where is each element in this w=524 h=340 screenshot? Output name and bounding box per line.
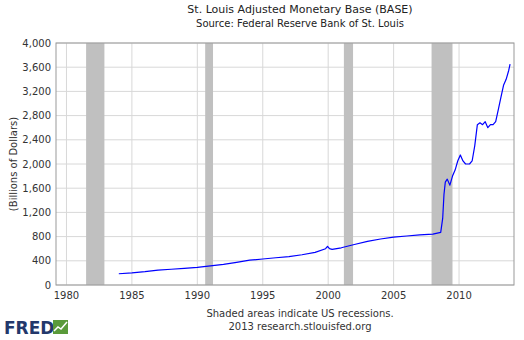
y-tick-label: 1,600: [22, 183, 51, 194]
y-tick-label: 2,800: [22, 110, 51, 121]
x-grid-line: [459, 43, 460, 285]
recession-shade: [344, 43, 353, 285]
logo: FRED: [4, 318, 54, 338]
x-tick-label: 2000: [315, 290, 340, 301]
recession-shade: [86, 43, 104, 285]
y-tick-label: 400: [32, 255, 51, 266]
footnote: 2013 research.stlouisfed.org: [228, 321, 371, 332]
recession-shade: [432, 43, 453, 285]
x-grid-line: [262, 43, 263, 285]
y-tick-label: 2,400: [22, 134, 51, 145]
x-tick-label: 2010: [446, 290, 471, 301]
logo-icon-box: [53, 320, 68, 334]
x-grid-line: [131, 43, 132, 285]
grid: [56, 43, 514, 285]
y-tick-label: 2,000: [22, 159, 51, 170]
plot-area: [56, 43, 514, 285]
x-tick-label: 1995: [250, 290, 275, 301]
x-grid-line: [328, 43, 329, 285]
x-grid-line: [66, 43, 67, 285]
subtitle: Source: Federal Reserve Bank of St. Loui…: [196, 18, 404, 29]
logo-icon: [53, 320, 68, 334]
series-line: [119, 64, 510, 274]
y-axis-label: (Billions of Dollars): [8, 117, 19, 211]
y-tick-label: 1,200: [22, 207, 51, 218]
recession-shade: [205, 43, 213, 285]
x-tick-label: 1985: [119, 290, 144, 301]
y-tick-label: 3,600: [22, 62, 51, 73]
x-grid-line: [197, 43, 198, 285]
data-group: [86, 43, 510, 285]
x-tick-label: 2005: [381, 290, 406, 301]
y-tick-label: 4,000: [22, 38, 51, 49]
y-tick-label: 3,200: [22, 86, 51, 97]
chart: 0 400 800 1,200 1,600 2,000 2,400 2,800 3,200 3,6…: [0, 0, 524, 340]
logo-icon-line: [54, 322, 67, 331]
x-tick-label: 1980: [54, 290, 79, 301]
y-tick-label: 800: [32, 231, 51, 242]
title: St. Louis Adjusted Monetary Base (BASE): [187, 3, 412, 16]
x-tick-label: 1990: [185, 290, 210, 301]
x-grid-line: [393, 43, 394, 285]
background: [0, 0, 524, 340]
y-tick-label: 0: [45, 280, 51, 291]
footnote: Shaded areas indicate US recessions.: [206, 308, 393, 319]
plot-frame: [56, 43, 514, 285]
